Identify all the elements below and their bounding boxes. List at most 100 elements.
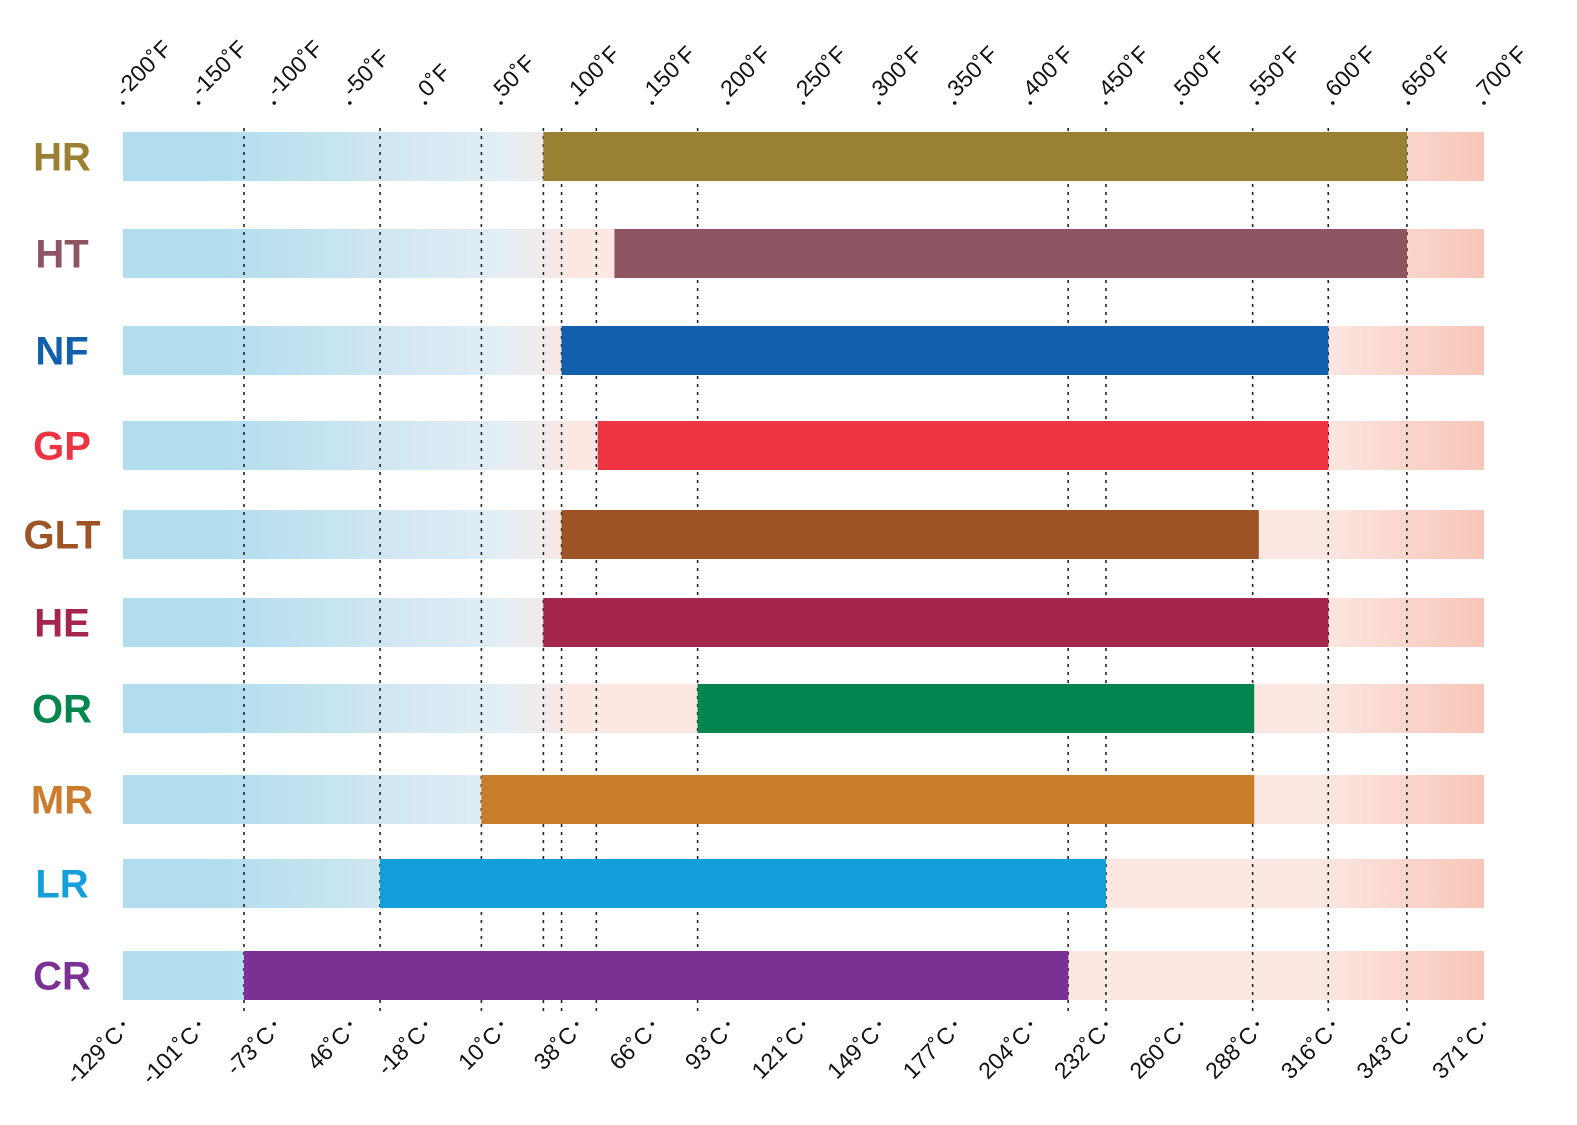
bottom-tick-mark [1028,1022,1033,1026]
range-bar-or [697,684,1255,733]
bottom-tick-label: -101˚C [136,1021,204,1089]
range-bar-he [543,598,1329,647]
top-tick-mark [1104,101,1108,105]
bottom-tick-mark [1255,1022,1259,1026]
bottom-tick-label: 288˚C [1200,1021,1263,1084]
top-tick-mark [272,101,277,105]
bottom-tick-label: 232˚C [1049,1021,1112,1084]
row-label-nf: NF [35,330,88,374]
range-bar-ht [614,229,1407,278]
bottom-tick-label: 204˚C [973,1021,1036,1084]
bottom-tick-label: -18˚C [372,1021,431,1080]
row-labels: HR HT NF GP GLT HE OR MR LR CR [23,136,100,999]
bottom-tick-label: -129˚C [60,1021,128,1089]
top-tick-label: 600˚F [1320,41,1381,102]
top-tick-mark [726,101,730,105]
bottom-tick-label: 316˚C [1276,1021,1339,1084]
row-label-ht: HT [35,233,88,277]
top-tick-mark [1330,101,1335,105]
row-label-lr: LR [35,863,88,907]
bottom-tick-label: 260˚C [1124,1021,1187,1084]
top-tick-mark [196,101,201,105]
top-tick-mark [574,101,579,105]
top-tick-label: -200˚F [110,35,176,101]
range-bar-cr [243,951,1069,1000]
top-tick-label: 350˚F [942,41,1003,102]
row-label-gp: GP [33,425,91,469]
top-tick-label: 100˚F [564,41,625,102]
top-tick-mark [801,101,806,105]
bottom-tick-mark [272,1022,277,1026]
row-label-glt: GLT [23,514,100,558]
top-tick-label: -50˚F [337,44,394,101]
bottom-tick-label: 343˚C [1351,1021,1414,1084]
range-bar-lr [380,859,1106,908]
top-tick-label: -100˚F [261,35,327,101]
top-tick-mark [1028,101,1033,105]
top-tick-label: 250˚F [791,41,852,102]
bottom-tick-mark [801,1022,806,1026]
bottom-tick-mark [726,1022,730,1026]
bottom-tick-mark [1406,1022,1411,1026]
bottom-tick-label: 10˚C [453,1021,507,1075]
bottom-tick-mark [877,1022,881,1026]
top-tick-mark [1406,101,1411,105]
celsius-axis: -129˚C -101˚C -73˚C 46˚C -18˚C 10˚C 38˚C 66˚C 93… [60,1021,1489,1089]
bottom-tick-mark [574,1022,579,1026]
bottom-tick-mark [121,1022,125,1026]
range-bar-glt [561,510,1259,559]
top-tick-mark [1179,101,1184,105]
row-label-hr: HR [33,136,91,180]
row-label-mr: MR [31,779,93,823]
bottom-tick-mark [1104,1022,1108,1026]
bottom-tick-mark [1179,1022,1184,1026]
top-tick-label: 400˚F [1017,41,1078,102]
bottom-tick-mark [1330,1022,1335,1026]
bottom-tick-mark [1482,1022,1486,1026]
bottom-tick-label: 46˚C [302,1021,356,1075]
bottom-tick-mark [196,1022,201,1026]
top-tick-label: 550˚F [1244,41,1305,102]
range-bars-overlay [243,132,1407,1000]
top-tick-label: 200˚F [715,41,776,102]
bottom-tick-mark [650,1022,655,1026]
top-tick-label: 50˚F [488,50,540,102]
top-tick-mark [121,101,125,105]
top-tick-label: 150˚F [639,41,700,102]
top-tick-mark [423,101,428,105]
range-bar-gp [597,421,1329,470]
bottom-tick-label: 121˚C [746,1021,809,1084]
range-bar-hr [543,132,1407,181]
top-tick-mark [348,101,352,105]
top-tick-label: 500˚F [1169,41,1230,102]
top-tick-mark [650,101,655,105]
top-tick-mark [877,101,881,105]
top-tick-mark [1482,101,1486,105]
top-tick-label: 450˚F [1093,41,1154,102]
top-tick-label: 300˚F [866,41,927,102]
fahrenheit-axis: -200˚F -150˚F -100˚F -50˚F 0˚F 50˚F 100˚F 150˚F… [110,35,1532,105]
top-tick-label: 0˚F [413,59,456,102]
bottom-tick-label: 38˚C [529,1021,583,1075]
bottom-tick-label: 149˚C [822,1021,885,1084]
bottom-tick-mark [348,1022,352,1026]
top-tick-label: 700˚F [1471,41,1532,102]
bottom-tick-label: 66˚C [604,1021,658,1075]
row-label-or: OR [32,688,92,732]
range-bar-nf [561,326,1329,375]
bottom-tick-mark [499,1022,503,1026]
bottom-tick-label: -73˚C [221,1021,280,1080]
row-label-cr: CR [33,955,91,999]
bottom-tick-label: 371˚C [1427,1021,1490,1084]
top-tick-label: -150˚F [186,35,252,101]
top-tick-mark [1255,101,1259,105]
row-label-he: HE [34,602,90,646]
range-bar-mr [481,775,1255,824]
bottom-tick-label: 177˚C [898,1021,961,1084]
bottom-tick-mark [423,1022,428,1026]
bottom-tick-label: 93˚C [680,1021,734,1075]
top-tick-mark [952,101,957,105]
top-tick-mark [499,101,503,105]
top-tick-label: 650˚F [1396,41,1457,102]
